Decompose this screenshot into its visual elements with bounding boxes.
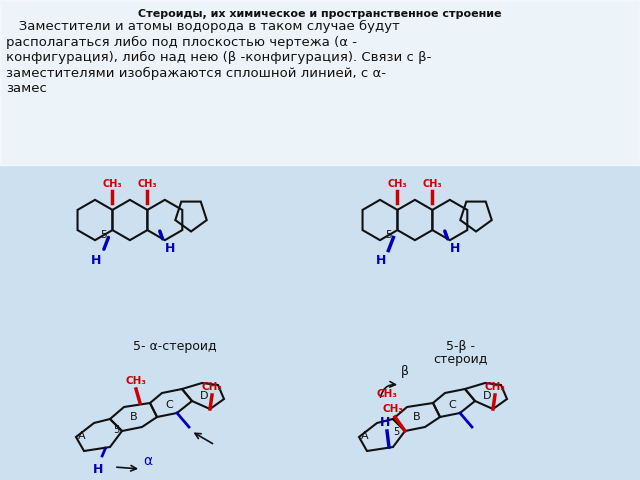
Text: CH₃: CH₃ [383,404,403,414]
Text: β: β [401,365,409,378]
Text: C: C [165,400,173,410]
Text: CH₃: CH₃ [484,382,506,392]
Text: 5: 5 [393,427,399,437]
Text: заместителями изображаются сплошной линией, с α-: заместителями изображаются сплошной лини… [6,67,386,80]
Text: D: D [200,391,209,401]
Text: 5-β -: 5-β - [445,340,474,353]
Bar [0,0,640,165]
Text: CH₃: CH₃ [102,180,122,190]
Text: CH₃: CH₃ [138,180,157,190]
Text: α: α [143,454,152,468]
Text: 5: 5 [100,230,107,240]
Text: D: D [483,391,492,401]
Text: H: H [380,416,390,429]
Text: Стероиды, их химическое и пространственное строение: Стероиды, их химическое и пространственн… [138,9,502,19]
Text: CH₃: CH₃ [422,180,442,190]
Text: располагаться либо под плоскостью чертежа (α -: располагаться либо под плоскостью чертеж… [6,36,357,48]
Text: B: B [130,412,138,422]
Text: 5- α-стероид: 5- α-стероид [133,340,217,353]
Text: конфигурация), либо над нею (β -конфигурация). Связи с β-: конфигурация), либо над нею (β -конфигур… [6,51,431,64]
Text: CH₃: CH₃ [388,180,407,190]
Text: CH₃: CH₃ [376,389,397,399]
Text: A: A [78,431,86,441]
Text: H: H [376,253,387,266]
Text: B: B [413,412,420,422]
Text: H: H [91,253,101,266]
Text: стероид: стероид [433,353,487,366]
Text: 5: 5 [385,230,392,240]
Text: Заместители и атомы водорода в таком случае будут: Заместители и атомы водорода в таком слу… [6,20,400,33]
Text: H: H [165,241,175,255]
Text: CH₃: CH₃ [125,376,147,386]
Text: H: H [450,241,460,255]
Text: A: A [361,431,369,441]
Text: H: H [93,463,103,476]
Text: CH₃: CH₃ [202,382,223,392]
Text: замес: замес [6,82,47,95]
Text: C: C [448,400,456,410]
Text: 5: 5 [113,425,119,435]
